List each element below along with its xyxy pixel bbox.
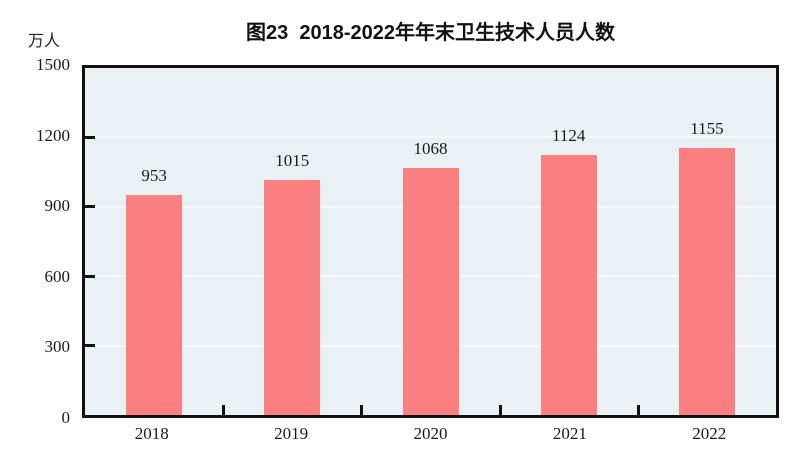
y-axis-tick-label: 1500 xyxy=(36,55,70,74)
bar-2019 xyxy=(264,180,321,415)
y-axis-tick xyxy=(85,135,95,139)
y-axis-tick xyxy=(85,274,95,278)
y-axis-unit-label: 万人 xyxy=(28,33,61,50)
x-axis-labels: 2018 2019 2020 2021 2022 xyxy=(82,424,779,450)
x-axis-label-2020: 2020 xyxy=(413,424,448,443)
x-axis-tick xyxy=(498,405,502,415)
y-axis-tick-label: 900 xyxy=(44,196,71,216)
x-axis-label-2021: 2021 xyxy=(552,424,587,443)
bar-2022 xyxy=(678,147,735,415)
y-axis-tick-label: 300 xyxy=(44,337,71,357)
x-axis-label-2019: 2019 xyxy=(274,424,309,443)
gridline xyxy=(85,136,776,139)
y-axis-tick xyxy=(85,344,95,348)
y-axis-labels: 0 300 600 900 1200 1500 xyxy=(0,55,71,427)
bar-value-label: 953 xyxy=(141,165,167,185)
bar-2021 xyxy=(540,154,597,415)
x-axis-tick xyxy=(636,405,640,415)
bar-value-label: 1124 xyxy=(552,125,586,145)
y-axis-tick-label: 600 xyxy=(44,266,71,286)
bar-2020 xyxy=(402,167,459,415)
chart-title: 图23 2018-2022年年末卫生技术人员人数 xyxy=(245,22,615,44)
x-axis-label-2022: 2022 xyxy=(692,424,727,443)
bar-value-label: 1068 xyxy=(413,138,448,158)
x-axis-tick xyxy=(222,405,226,415)
x-axis-label-2018: 2018 xyxy=(134,424,169,443)
bar-2018 xyxy=(126,194,183,415)
bar-value-label: 1155 xyxy=(690,118,724,138)
y-axis-tick-label: 0 xyxy=(61,408,71,427)
plot-area: 953 1015 1068 1124 1155 xyxy=(82,65,779,418)
bar-value-label: 1015 xyxy=(275,151,310,171)
x-axis-tick xyxy=(360,405,364,415)
y-axis-tick xyxy=(85,205,95,209)
y-axis-tick-label: 1200 xyxy=(36,125,70,145)
